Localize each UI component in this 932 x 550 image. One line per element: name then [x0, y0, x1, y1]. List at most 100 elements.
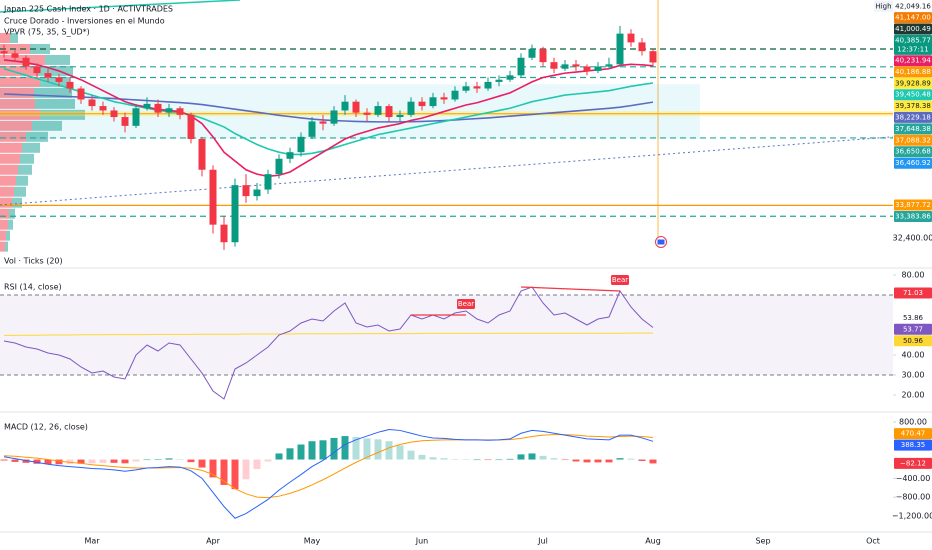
candle-body	[539, 48, 547, 63]
event-flag-icon[interactable]	[657, 239, 665, 245]
y-tick-label: −800.00	[896, 493, 931, 502]
volume-profile-down	[0, 164, 18, 175]
event-flag[interactable]	[655, 236, 667, 248]
candle-body	[88, 99, 96, 107]
candle-body	[275, 158, 283, 175]
candle-body	[396, 114, 404, 118]
candle-body	[110, 110, 118, 118]
price-tag-label: 36,460.92	[895, 159, 931, 167]
x-tick-label: Sep	[755, 537, 770, 546]
histogram-bar	[440, 458, 448, 460]
histogram-bar	[297, 444, 305, 460]
x-tick-label: Jun	[415, 537, 429, 546]
histogram-bar	[165, 458, 173, 460]
volume-profile-up	[26, 131, 48, 142]
histogram-bar	[209, 459, 217, 478]
price-tag-label: −82.12	[900, 459, 926, 467]
volume-profile-down	[0, 197, 12, 208]
candle-body	[209, 169, 217, 225]
histogram-bar	[627, 458, 635, 460]
price-tag-label: 41,000.49	[895, 25, 931, 33]
histogram-bar	[66, 459, 74, 464]
x-tick-label: Jul	[537, 537, 548, 546]
volume-profile-down	[0, 87, 34, 98]
candle-body	[594, 66, 602, 71]
volume-profile-up	[10, 33, 18, 43]
price-tag-label: 42,049.16	[895, 2, 931, 10]
x-tick-label: Oct	[866, 537, 880, 546]
price-tag	[894, 23, 932, 35]
x-tick-label: May	[304, 537, 321, 546]
histogram-bar	[176, 459, 184, 460]
volume-profile-up	[9, 208, 15, 219]
candle-body	[121, 117, 129, 126]
histogram-bar	[462, 459, 470, 461]
price-tag-label: 40,186.88	[895, 68, 931, 76]
chart-title: Japan 225 Cash Index · 1D · ACTIVTRADES	[3, 5, 173, 14]
divergence-label-box	[457, 299, 475, 309]
candle-body	[143, 103, 151, 109]
histogram-bar	[110, 459, 118, 463]
histogram-bar	[572, 459, 580, 462]
candle-body	[319, 121, 327, 124]
countdown: 12:37:11	[897, 45, 928, 53]
candle-body	[0, 51, 8, 54]
volume-profile-up	[45, 54, 70, 65]
candle-body	[286, 152, 294, 159]
price-tag	[894, 34, 932, 55]
histogram-bar	[363, 438, 371, 460]
volume-profile-down	[0, 153, 20, 164]
candle-body	[363, 112, 371, 115]
price-tag-label: 53.86	[903, 314, 924, 322]
candle-body	[220, 224, 228, 243]
price-tag-label: 71.03	[903, 289, 923, 297]
candle-body	[165, 108, 173, 113]
volume-profile-down	[0, 219, 8, 230]
legend-entry: Cruce Dorado - Inversiones en el Mundo	[4, 17, 165, 26]
volume-profile-up	[12, 197, 22, 208]
histogram-bar	[44, 459, 52, 465]
histogram-bar	[88, 459, 96, 464]
candle-body	[341, 101, 349, 111]
histogram-bar	[374, 439, 382, 460]
candle-body	[462, 86, 470, 91]
histogram-bar	[99, 459, 107, 463]
price-tag-label: 470.47	[901, 430, 926, 438]
divergence-label: Bear	[458, 300, 474, 308]
volume-profile-down	[0, 76, 40, 87]
price-tag	[894, 66, 932, 78]
histogram-bar	[231, 459, 239, 490]
volume-profile-down	[0, 241, 5, 252]
y-tick-label: −1,200.00	[892, 511, 932, 520]
candle-body	[418, 101, 426, 107]
histogram-bar	[517, 454, 525, 460]
trendline	[0, 136, 894, 206]
histogram-bar	[550, 458, 558, 460]
candle-body	[374, 106, 382, 115]
volume-profile-up	[14, 186, 26, 197]
price-tag-label: 50.96	[903, 337, 924, 345]
candle-body	[484, 81, 492, 89]
divergence-label-box	[611, 275, 629, 285]
price-tag	[894, 0, 932, 12]
moving-average	[3, 93, 654, 123]
candle-body	[495, 79, 503, 82]
histogram-bar	[418, 454, 426, 460]
price-tag	[894, 312, 932, 324]
candle-body	[44, 73, 52, 78]
volume-profile-up	[16, 175, 28, 186]
divergence-line	[520, 286, 621, 292]
tag-note: High	[875, 2, 891, 10]
divergence-label: Bear	[612, 276, 628, 284]
histogram-bar	[583, 459, 591, 463]
volume-profile-down	[0, 186, 14, 197]
macd-line	[3, 428, 654, 519]
y-tick-label: 80.00	[902, 271, 925, 280]
candle-body	[429, 97, 437, 107]
price-tag-label: 39,378.38	[895, 102, 931, 110]
histogram-bar	[253, 459, 261, 469]
price-tag-label: 36,650.68	[895, 148, 931, 156]
candle-body	[506, 75, 514, 80]
candle-body	[297, 136, 305, 153]
volume-profile-down	[0, 109, 40, 120]
